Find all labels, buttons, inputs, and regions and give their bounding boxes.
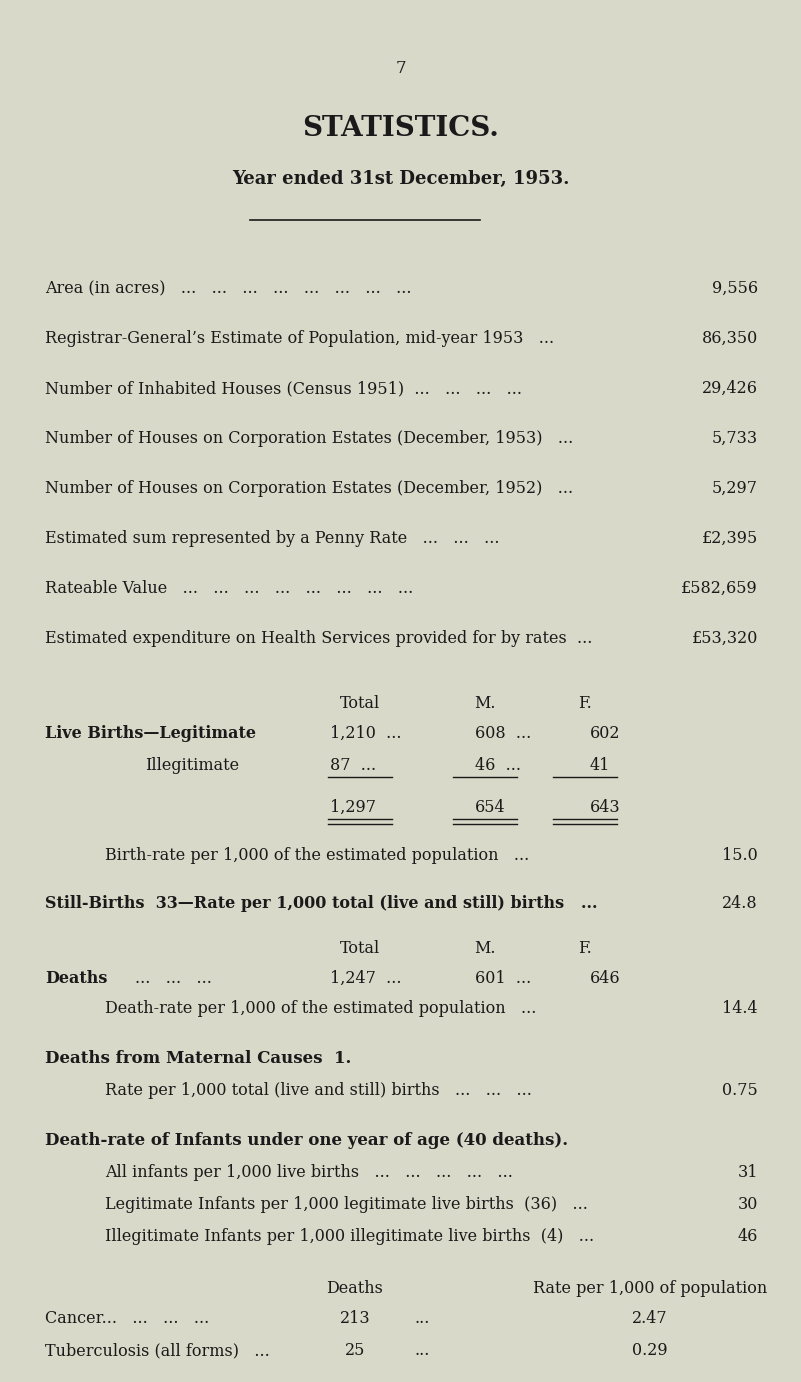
Text: 9,556: 9,556	[712, 281, 758, 297]
Text: 46  ...: 46 ...	[475, 757, 521, 774]
Text: Cancer...   ...   ...   ...: Cancer... ... ... ...	[45, 1310, 209, 1327]
Text: Year ended 31st December, 1953.: Year ended 31st December, 1953.	[231, 170, 570, 188]
Text: £582,659: £582,659	[681, 580, 758, 597]
Text: 30: 30	[738, 1195, 758, 1213]
Text: £53,320: £53,320	[691, 630, 758, 647]
Text: ...: ...	[415, 1310, 430, 1327]
Text: 15.0: 15.0	[723, 847, 758, 864]
Text: 1,297: 1,297	[330, 799, 376, 815]
Text: 86,350: 86,350	[702, 330, 758, 347]
Text: 1,247  ...: 1,247 ...	[330, 970, 401, 987]
Text: Deaths: Deaths	[45, 970, 107, 987]
Text: Illegitimate: Illegitimate	[145, 757, 239, 774]
Text: Tuberculosis (all forms)   ...: Tuberculosis (all forms) ...	[45, 1342, 270, 1359]
Text: Estimated sum represented by a Penny Rate   ...   ...   ...: Estimated sum represented by a Penny Rat…	[45, 531, 500, 547]
Text: All infants per 1,000 live births   ...   ...   ...   ...   ...: All infants per 1,000 live births ... ..…	[105, 1164, 513, 1182]
Text: Rate per 1,000 of population: Rate per 1,000 of population	[533, 1280, 767, 1296]
Text: Registrar-General’s Estimate of Population, mid-year 1953   ...: Registrar-General’s Estimate of Populati…	[45, 330, 554, 347]
Text: 602: 602	[590, 726, 621, 742]
Text: 7: 7	[395, 59, 406, 77]
Text: Still-Births  33—Rate per 1,000 total (live and still) births   ...: Still-Births 33—Rate per 1,000 total (li…	[45, 896, 598, 912]
Text: 608  ...: 608 ...	[475, 726, 531, 742]
Text: 87  ...: 87 ...	[330, 757, 376, 774]
Text: F.: F.	[578, 695, 592, 712]
Text: Number of Houses on Corporation Estates (December, 1952)   ...: Number of Houses on Corporation Estates …	[45, 480, 574, 498]
Text: 1,210  ...: 1,210 ...	[330, 726, 401, 742]
Text: 29,426: 29,426	[702, 380, 758, 397]
Text: STATISTICS.: STATISTICS.	[302, 115, 499, 142]
Text: Number of Inhabited Houses (Census 1951)  ...   ...   ...   ...: Number of Inhabited Houses (Census 1951)…	[45, 380, 522, 397]
Text: Birth-rate per 1,000 of the estimated population   ...: Birth-rate per 1,000 of the estimated po…	[105, 847, 529, 864]
Text: 41: 41	[590, 757, 610, 774]
Text: M.: M.	[474, 940, 496, 956]
Text: 601  ...: 601 ...	[475, 970, 531, 987]
Text: Total: Total	[340, 695, 380, 712]
Text: 643: 643	[590, 799, 621, 815]
Text: Legitimate Infants per 1,000 legitimate live births  (36)   ...: Legitimate Infants per 1,000 legitimate …	[105, 1195, 588, 1213]
Text: ...: ...	[415, 1342, 430, 1359]
Text: Area (in acres)   ...   ...   ...   ...   ...   ...   ...   ...: Area (in acres) ... ... ... ... ... ... …	[45, 281, 412, 297]
Text: Live Births—Legitimate: Live Births—Legitimate	[45, 726, 256, 742]
Text: Death-rate per 1,000 of the estimated population   ...: Death-rate per 1,000 of the estimated po…	[105, 1001, 537, 1017]
Text: ...   ...   ...: ... ... ...	[135, 970, 212, 987]
Text: 25: 25	[344, 1342, 365, 1359]
Text: Number of Houses on Corporation Estates (December, 1953)   ...: Number of Houses on Corporation Estates …	[45, 430, 574, 446]
Text: 31: 31	[738, 1164, 758, 1182]
Text: Death-rate of Infants under one year of age (40 deaths).: Death-rate of Infants under one year of …	[45, 1132, 568, 1148]
Text: 24.8: 24.8	[723, 896, 758, 912]
Text: 0.29: 0.29	[632, 1342, 668, 1359]
Text: 654: 654	[475, 799, 505, 815]
Text: 46: 46	[738, 1229, 758, 1245]
Text: 2.47: 2.47	[632, 1310, 668, 1327]
Text: Rateable Value   ...   ...   ...   ...   ...   ...   ...   ...: Rateable Value ... ... ... ... ... ... .…	[45, 580, 413, 597]
Text: Total: Total	[340, 940, 380, 956]
Text: Rate per 1,000 total (live and still) births   ...   ...   ...: Rate per 1,000 total (live and still) bi…	[105, 1082, 532, 1099]
Text: M.: M.	[474, 695, 496, 712]
Text: 0.75: 0.75	[723, 1082, 758, 1099]
Text: Deaths: Deaths	[327, 1280, 384, 1296]
Text: Illegitimate Infants per 1,000 illegitimate live births  (4)   ...: Illegitimate Infants per 1,000 illegitim…	[105, 1229, 594, 1245]
Text: 5,733: 5,733	[712, 430, 758, 446]
Text: 646: 646	[590, 970, 621, 987]
Text: 213: 213	[340, 1310, 370, 1327]
Text: F.: F.	[578, 940, 592, 956]
Text: Estimated expenditure on Health Services provided for by rates  ...: Estimated expenditure on Health Services…	[45, 630, 593, 647]
Text: 5,297: 5,297	[712, 480, 758, 498]
Text: Deaths from Maternal Causes  1.: Deaths from Maternal Causes 1.	[45, 1050, 352, 1067]
Text: 14.4: 14.4	[723, 1001, 758, 1017]
Text: £2,395: £2,395	[702, 531, 758, 547]
